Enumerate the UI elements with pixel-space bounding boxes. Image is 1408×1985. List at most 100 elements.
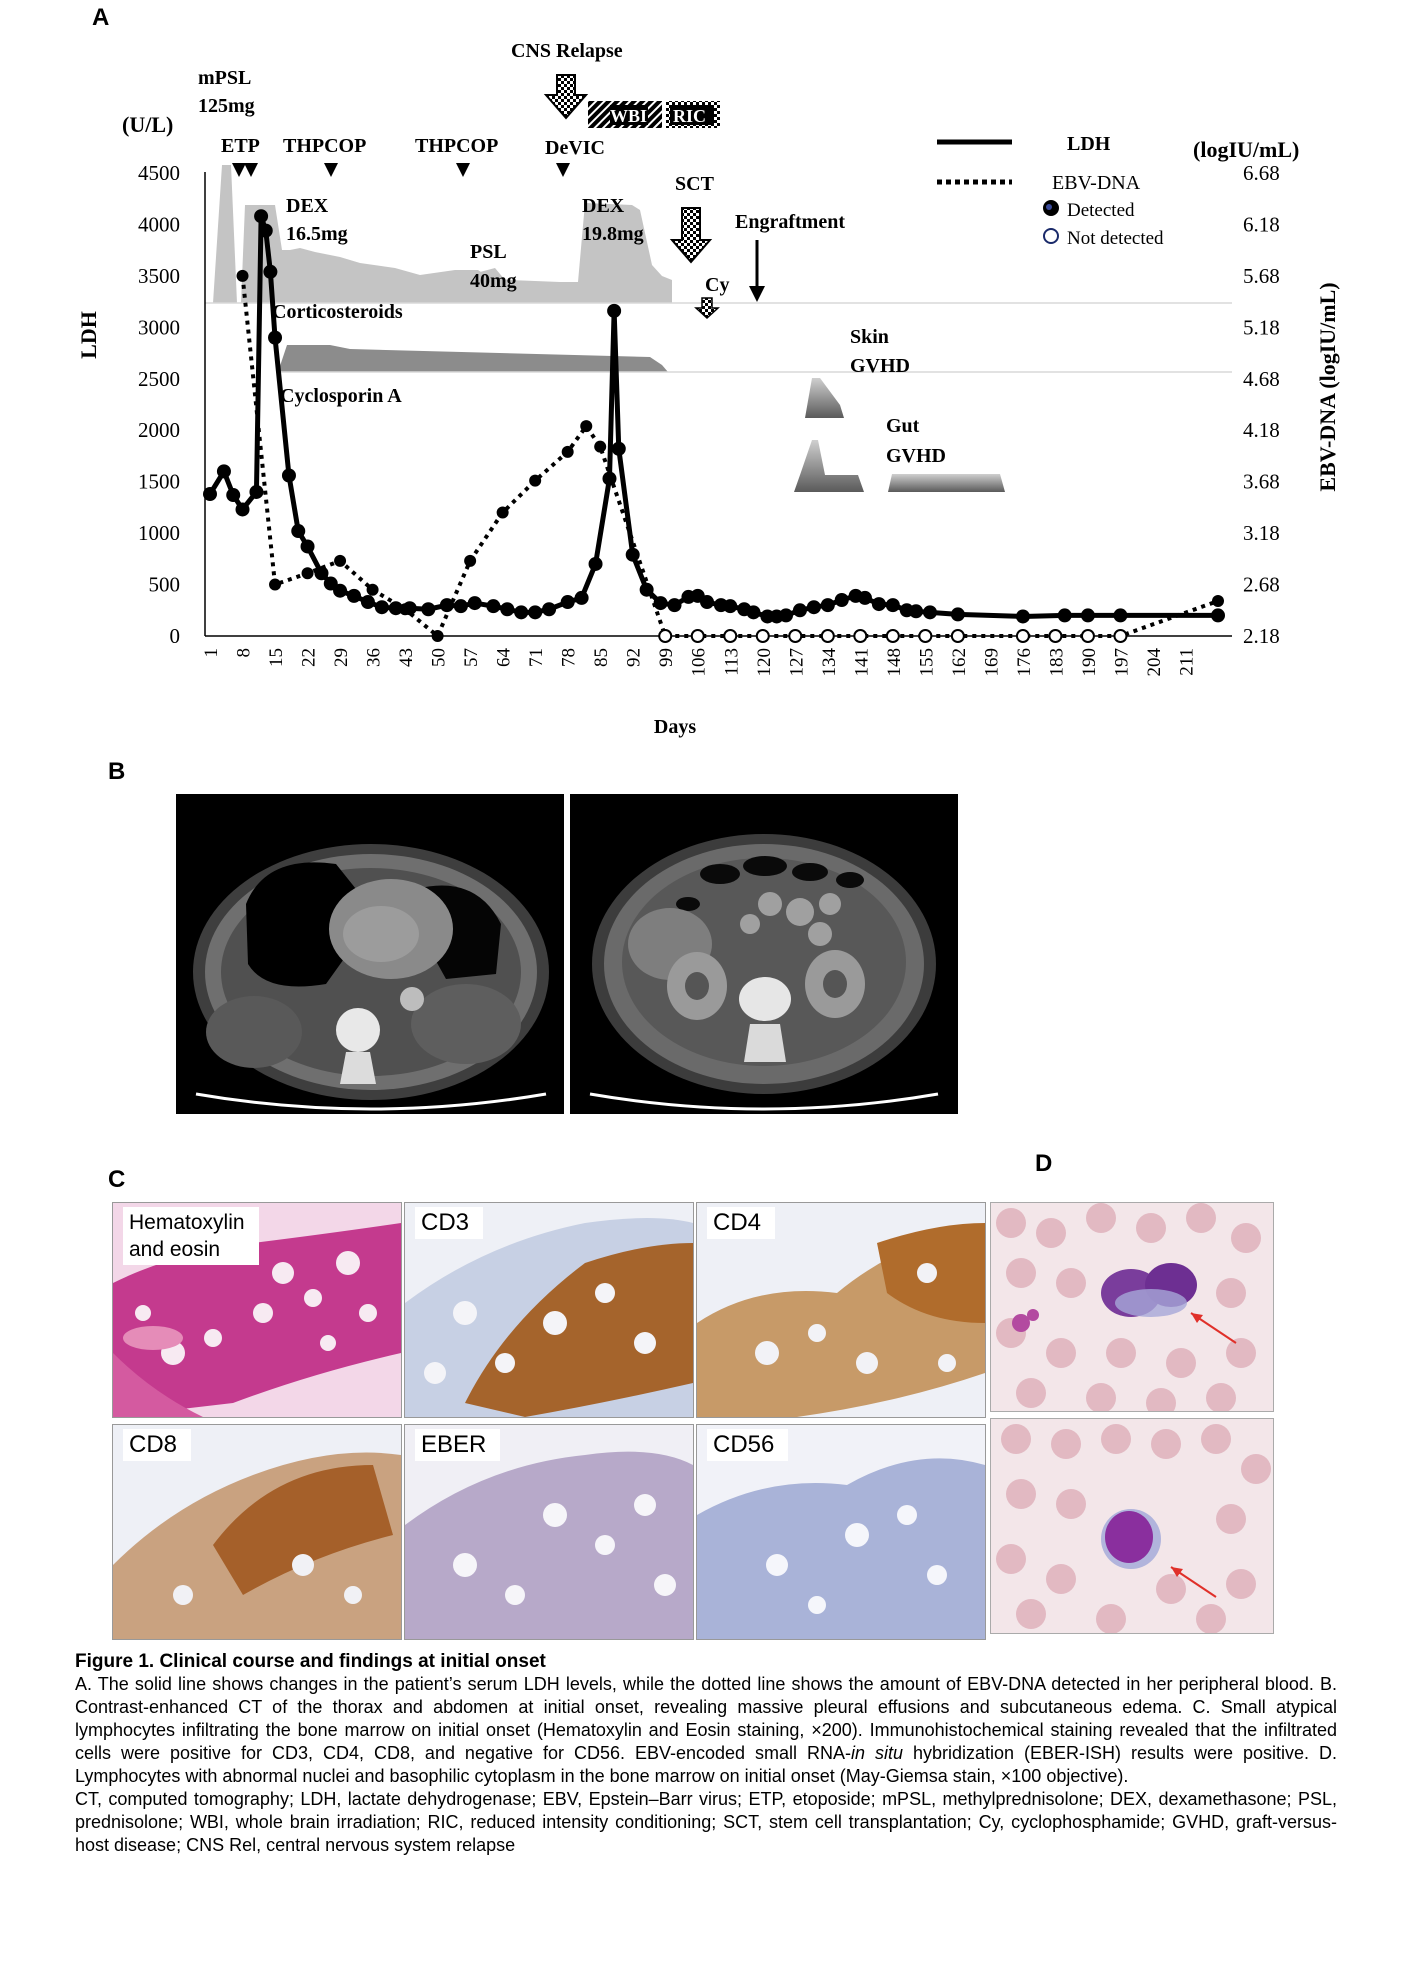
histology-cd56-label: CD56 [707,1429,789,1461]
ebv-point-detected [496,506,509,519]
clinical-course-chart: 0 500 1000 1500 2000 2500 3000 3500 4000 4500 2.1… [76,40,1340,738]
y-tick-label: 1000 [138,521,180,545]
ldh-point [779,608,793,623]
ebv-point-detected [594,440,607,453]
caption-body-part-2: hybridization (EBER-ISH) results were po… [75,1743,1337,1786]
figure-caption: Figure 1. Clinical course and findings a… [75,1650,1337,1857]
ldh-point [806,600,821,615]
x-tick-label: 197 [1111,648,1132,677]
ct-abdomen-image [570,794,958,1114]
ebv-point-not-detected [1015,629,1030,643]
histology-eber: EBER [404,1424,694,1640]
x-tick-label: 106 [689,648,710,677]
ebv-point-not-detected [690,629,705,643]
ldh-point [439,598,454,613]
annotation-cyclosporin: Cyclosporin A [280,385,402,407]
ebv-point-not-detected [1048,629,1063,643]
annotation-skin: Skin [850,326,889,348]
ldh-point [249,484,264,499]
annotation-gut-gvhd: GVHD [886,445,946,467]
annotation-cy: Cy [705,274,729,296]
x-tick-label: 78 [559,648,580,667]
annotation-dex-1: DEX [286,195,329,217]
y2-tick-label: 5.18 [1243,315,1280,339]
histology-cd8: CD8 [112,1424,402,1640]
ldh-point [834,592,849,607]
y-tick-label: 3000 [138,315,180,339]
panel-b-label: B [108,758,126,785]
histology-cd3-label: CD3 [415,1207,484,1239]
ldh-point [216,464,231,479]
ldh-point [203,487,217,502]
ldh-point [514,605,529,620]
devic-marker [556,163,570,177]
y2-tick-label: 4.18 [1243,418,1280,442]
histology-cd3: CD3 [404,1202,694,1418]
x-tick-label: 141 [851,648,872,677]
ldh-point [281,468,296,483]
ldh-point [258,223,273,238]
ldh-point [950,607,965,622]
x-axis-title: Days [654,716,696,738]
ebv-point-detected [301,567,314,580]
ebv-point-detected [236,269,249,282]
x-tick-label: 92 [624,648,645,667]
ebv-line [240,275,1219,640]
y2-tick-label: 6.68 [1243,161,1280,185]
x-tick-label: 99 [656,648,677,667]
annotation-skin-gvhd: GVHD [850,355,910,377]
histology-he-label: Hematoxylin and eosin [123,1207,259,1265]
y2-tick-label: 3.18 [1243,521,1280,545]
ldh-point [467,596,482,611]
legend-ldh-label: LDH [1067,133,1111,155]
y2-tick-label: 5.68 [1243,264,1280,288]
ldh-point [746,605,761,620]
histology-cd56: CD56 [696,1424,986,1640]
cns-relapse-arrow [543,74,589,120]
y2-axis-title: EBV-DNA (logIU/mL) [1315,282,1340,491]
cy-arrow [694,297,720,320]
y-axis-title: LDH [76,311,101,359]
x-tick-label: 15 [266,648,287,667]
annotation-mpsl: mPSL [198,67,251,89]
ldh-point [388,601,403,616]
ldh-point [909,604,924,619]
ldh-point [667,598,682,613]
ebv-point-detected [269,578,282,591]
annotation-dex-2-dose: 19.8mg [582,223,644,245]
ldh-point [263,264,278,279]
ldh-point [528,605,543,620]
x-tick-label: 162 [949,648,970,677]
right-tick-labels: 2.18 2.68 3.18 3.68 4.18 4.68 5.18 5.68 6.18 6.68 [1243,161,1280,648]
ebv-point-not-detected [950,629,965,643]
psl-area [474,268,508,303]
x-tick-labels: 1 8 15 22 29 36 43 50 57 64 71 78 85 92 99 106 113 120 127… [201,648,1197,677]
ldh-point [314,566,329,581]
ebv-point-not-detected [1080,629,1095,643]
ebv-point-detected [366,583,379,596]
annotation-gut: Gut [886,415,920,437]
x-tick-label: 127 [786,648,807,677]
x-tick-label: 204 [1144,648,1165,677]
ebv-point-detected [580,420,593,433]
ldh-point [625,547,640,562]
x-tick-label: 113 [721,648,742,676]
x-tick-label: 8 [234,648,255,658]
histology-cd8-label: CD8 [123,1429,192,1461]
y2-tick-label: 4.68 [1243,367,1280,391]
ldh-point [421,602,436,617]
gut-gvhd-area-1 [794,440,864,492]
y-tick-label: 3500 [138,264,180,288]
cyclosporin-area [278,345,668,372]
annotation-thpcop-2: THPCOP [415,135,498,157]
left-tick-labels: 0 500 1000 1500 2000 2500 3000 3500 4000 4500 [138,161,180,648]
ldh-point [1113,608,1128,623]
caption-body-part-1: A. The solid line shows changes in the p… [75,1674,1337,1763]
thpcop-marker-2 [456,163,470,177]
ldh-point [923,605,937,620]
y2-tick-label: 3.68 [1243,470,1280,494]
legend-not-detected-marker [1043,228,1059,244]
y-tick-label: 0 [170,624,181,648]
ldh-point [871,597,886,612]
ebv-point-detected [464,554,477,567]
